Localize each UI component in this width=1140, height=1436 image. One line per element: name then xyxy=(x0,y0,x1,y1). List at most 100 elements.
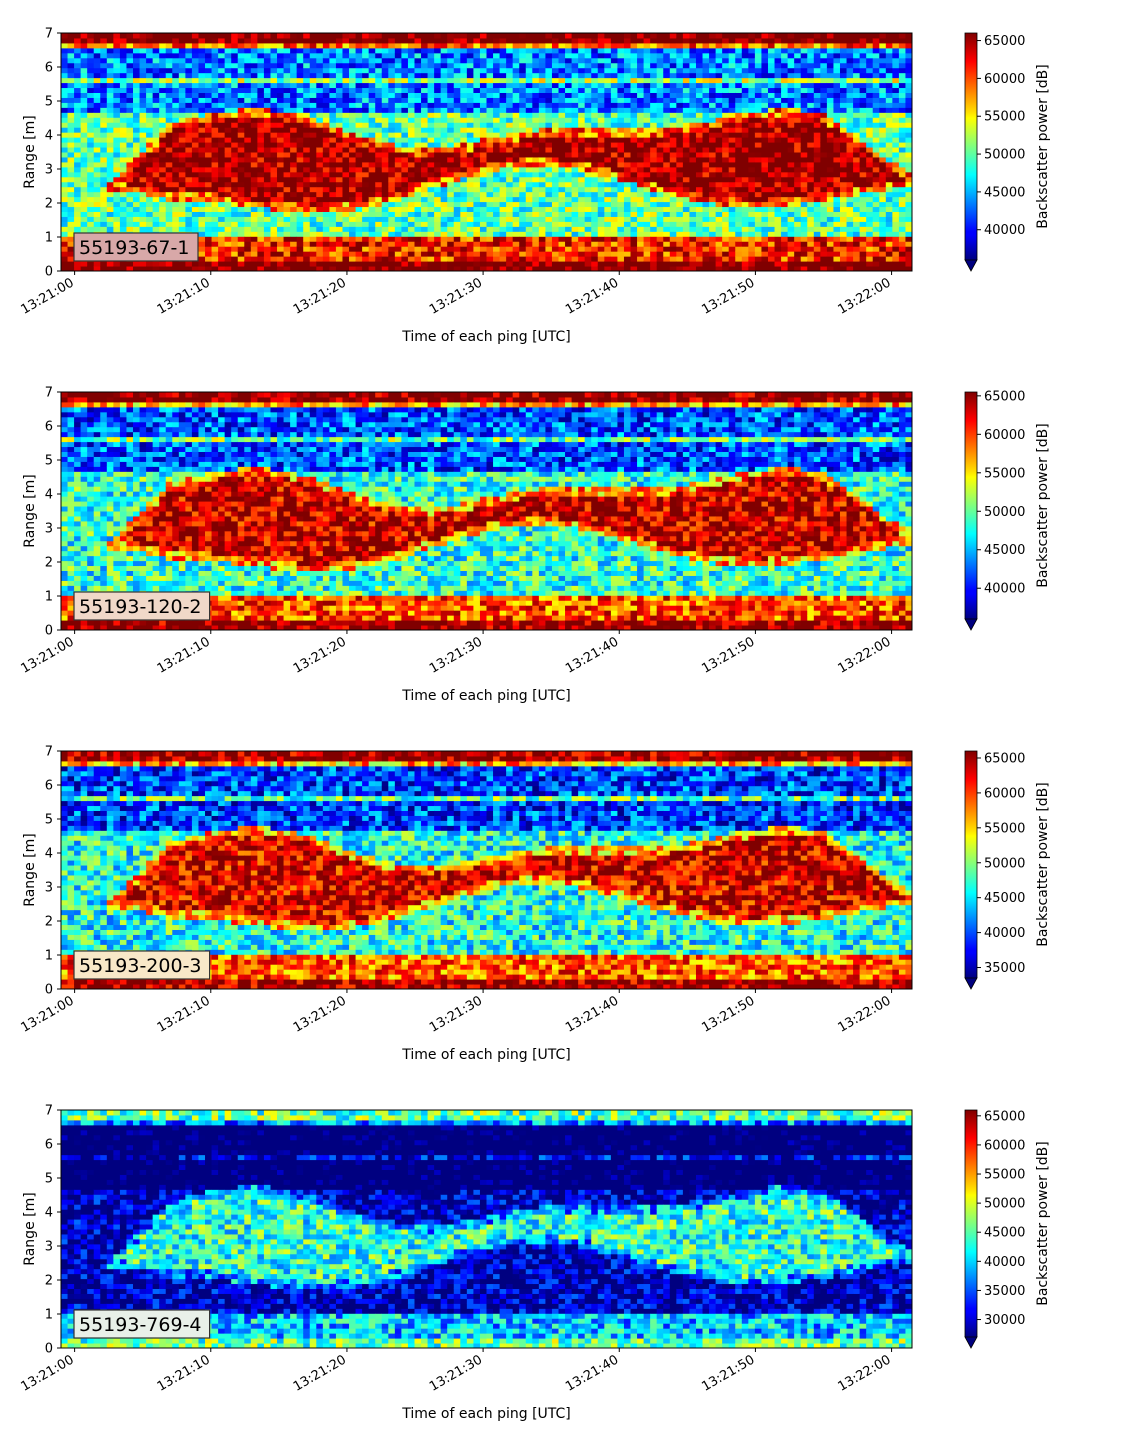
heatmap-cell xyxy=(270,251,277,256)
heatmap-cell xyxy=(113,73,120,78)
heatmap-cell xyxy=(179,73,186,78)
heatmap-cell xyxy=(153,78,160,83)
heatmap-cell xyxy=(120,192,127,197)
heatmap-cell xyxy=(120,78,127,83)
heatmap-cell xyxy=(270,93,277,98)
heatmap-cell xyxy=(277,236,284,241)
heatmap-cell xyxy=(113,38,120,43)
heatmap-cell xyxy=(198,33,205,38)
heatmap-cell xyxy=(100,226,107,231)
heatmap-cell xyxy=(284,33,291,38)
heatmap-cell xyxy=(185,117,192,122)
heatmap-cell xyxy=(87,58,94,63)
heatmap-cell xyxy=(166,58,173,63)
heatmap-cell xyxy=(133,212,140,217)
heatmap-cell xyxy=(68,112,75,117)
heatmap-cell xyxy=(133,137,140,142)
heatmap-cell xyxy=(166,48,173,53)
heatmap-cell xyxy=(87,137,94,142)
heatmap-cell xyxy=(231,68,238,73)
heatmap-cell xyxy=(87,38,94,43)
heatmap-cell xyxy=(238,122,245,127)
heatmap-cell xyxy=(192,182,199,187)
heatmap-cell xyxy=(284,251,291,256)
heatmap-cell xyxy=(146,157,153,162)
heatmap-cell xyxy=(166,157,173,162)
heatmap-cell xyxy=(225,256,232,261)
heatmap-cell xyxy=(185,122,192,127)
heatmap-cell xyxy=(225,93,232,98)
heatmap-cell xyxy=(140,261,147,266)
heatmap-cell xyxy=(198,226,205,231)
heatmap-cell xyxy=(218,78,225,83)
heatmap-cell xyxy=(218,162,225,167)
heatmap-cell xyxy=(94,157,101,162)
heatmap-cell xyxy=(81,83,88,88)
heatmap-cell xyxy=(94,127,101,132)
heatmap-cell xyxy=(277,33,284,38)
heatmap-cell xyxy=(238,58,245,63)
heatmap-cell xyxy=(244,152,251,157)
heatmap-cell xyxy=(231,177,238,182)
heatmap-cell xyxy=(153,53,160,58)
heatmap-cell xyxy=(133,162,140,167)
heatmap-cell xyxy=(198,221,205,226)
heatmap-cell xyxy=(113,88,120,93)
heatmap-cell xyxy=(68,212,75,217)
heatmap-cell xyxy=(290,251,297,256)
heatmap-cell xyxy=(159,102,166,107)
heatmap-cell xyxy=(113,187,120,192)
heatmap-cell xyxy=(159,142,166,147)
heatmap-cell xyxy=(244,107,251,112)
heatmap-cell xyxy=(212,167,219,172)
heatmap-cell xyxy=(74,162,81,167)
heatmap-cell xyxy=(198,157,205,162)
heatmap-cell xyxy=(277,202,284,207)
heatmap-cell xyxy=(218,147,225,152)
heatmap-cell xyxy=(74,63,81,68)
heatmap-cell xyxy=(133,177,140,182)
heatmap-cell xyxy=(166,107,173,112)
heatmap-cell xyxy=(225,177,232,182)
heatmap-cell xyxy=(212,53,219,58)
heatmap-cell xyxy=(94,202,101,207)
heatmap-cell xyxy=(126,63,133,68)
heatmap-cell xyxy=(68,197,75,202)
heatmap-cell xyxy=(166,172,173,177)
heatmap-cell xyxy=(270,78,277,83)
heatmap-cell xyxy=(172,38,179,43)
heatmap-cell xyxy=(185,68,192,73)
heatmap-cell xyxy=(218,251,225,256)
heatmap-cell xyxy=(264,63,271,68)
heatmap-cell xyxy=(185,261,192,266)
heatmap-cell xyxy=(238,182,245,187)
heatmap-cell xyxy=(198,142,205,147)
heatmap-cell xyxy=(205,43,212,48)
heatmap-cell xyxy=(61,33,68,38)
heatmap-cell xyxy=(257,157,264,162)
heatmap-cell xyxy=(244,132,251,137)
heatmap-cell xyxy=(94,38,101,43)
heatmap-cell xyxy=(257,167,264,172)
heatmap-cell xyxy=(120,152,127,157)
heatmap-cell xyxy=(113,78,120,83)
heatmap-cell xyxy=(68,33,75,38)
heatmap-cell xyxy=(251,152,258,157)
heatmap-cell xyxy=(126,167,133,172)
heatmap-cell xyxy=(205,152,212,157)
heatmap-cell xyxy=(133,182,140,187)
heatmap-cell xyxy=(270,33,277,38)
heatmap-cell xyxy=(68,162,75,167)
heatmap-cell xyxy=(87,97,94,102)
heatmap-cell xyxy=(225,88,232,93)
heatmap-cell xyxy=(68,187,75,192)
heatmap-cell xyxy=(284,83,291,88)
heatmap-cell xyxy=(244,251,251,256)
heatmap-cell xyxy=(133,132,140,137)
heatmap-cell xyxy=(159,132,166,137)
heatmap-cell xyxy=(277,152,284,157)
heatmap-cell xyxy=(205,216,212,221)
heatmap-cell xyxy=(198,197,205,202)
heatmap-cell xyxy=(159,167,166,172)
heatmap-cell xyxy=(126,97,133,102)
